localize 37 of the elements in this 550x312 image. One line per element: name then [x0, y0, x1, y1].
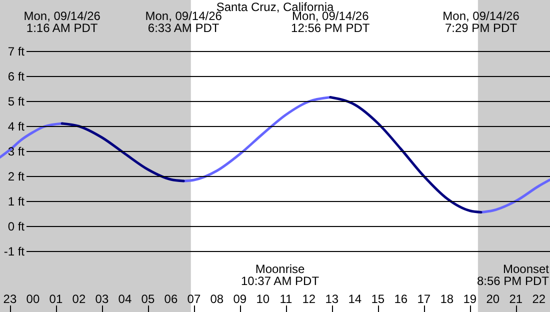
- x-tick-label: 04: [118, 292, 132, 306]
- x-tick-label: 06: [164, 292, 178, 306]
- x-tick-label: 08: [210, 292, 224, 306]
- x-tick-label: 07: [187, 292, 201, 306]
- y-tick-label: 1 ft: [8, 194, 26, 208]
- x-tick-label: 14: [348, 292, 362, 306]
- x-tick-label: 03: [95, 292, 109, 306]
- y-tick-label: -1 ft: [4, 244, 26, 258]
- x-tick-label: 19: [463, 292, 477, 306]
- y-tick-label: 4 ft: [8, 120, 26, 134]
- y-tick-label: 5 ft: [8, 94, 26, 108]
- x-tick-label: 09: [233, 292, 247, 306]
- x-tick-label: 18: [440, 292, 454, 306]
- x-tick-label: 02: [72, 292, 86, 306]
- y-tick-label: 3 ft: [8, 144, 26, 158]
- x-tick-label: 23: [3, 292, 17, 306]
- y-tick-label: 6 ft: [8, 70, 26, 84]
- annotation: Mon, 09/14/26 1:16 AM PDT: [24, 9, 101, 35]
- annotation: Mon, 09/14/26 7:29 PM PDT: [442, 9, 520, 35]
- x-tick-label: 05: [141, 292, 155, 306]
- x-tick-label: 10: [256, 292, 270, 306]
- x-tick-label: 13: [325, 292, 339, 306]
- x-tick-label: 17: [417, 292, 431, 306]
- x-tick-label: 22: [532, 292, 546, 306]
- annotation: Moonrise 10:37 AM PDT: [240, 262, 320, 288]
- x-tick-label: 15: [371, 292, 385, 306]
- x-tick-label: 00: [26, 292, 40, 306]
- annotation: Moonset 8:56 PM PDT: [476, 262, 550, 288]
- x-tick-label: 21: [509, 292, 523, 306]
- y-tick-label: 0 ft: [8, 220, 26, 234]
- y-tick-label: 7 ft: [8, 44, 26, 58]
- x-tick-label: 01: [49, 292, 63, 306]
- x-tick-label: 12: [302, 292, 316, 306]
- x-tick-label: 16: [394, 292, 408, 306]
- x-tick-label: 11: [280, 292, 292, 306]
- y-tick-label: 2 ft: [8, 170, 26, 184]
- x-tick-label: 20: [486, 292, 500, 306]
